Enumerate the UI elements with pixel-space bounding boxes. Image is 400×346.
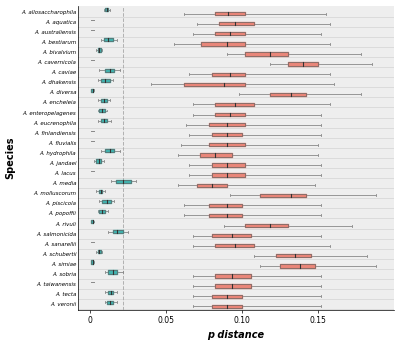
Bar <box>219 22 254 25</box>
Bar <box>212 234 251 237</box>
Bar <box>209 214 242 217</box>
Bar <box>99 109 105 112</box>
Bar <box>212 133 242 136</box>
Bar <box>99 210 105 213</box>
Bar <box>245 224 288 227</box>
Bar <box>212 294 242 298</box>
Bar <box>280 264 315 267</box>
Bar <box>212 163 245 167</box>
Bar <box>215 113 245 116</box>
Bar <box>99 190 102 193</box>
Bar <box>92 220 93 223</box>
Bar <box>105 69 114 72</box>
Bar <box>196 184 227 187</box>
Bar <box>209 143 245 146</box>
Bar <box>100 79 110 82</box>
Bar <box>215 244 254 247</box>
Bar <box>92 260 93 264</box>
Bar <box>270 93 306 96</box>
Bar <box>215 32 245 35</box>
Bar <box>107 301 113 304</box>
Bar <box>96 160 100 163</box>
Bar <box>102 200 111 203</box>
Bar <box>276 254 311 257</box>
Bar <box>215 12 245 15</box>
Bar <box>212 73 245 76</box>
Bar <box>260 194 306 197</box>
Bar <box>113 230 124 233</box>
Bar <box>209 123 245 126</box>
Bar <box>105 149 114 153</box>
Bar <box>288 63 318 66</box>
Bar <box>200 153 232 156</box>
Bar <box>209 204 242 207</box>
Bar <box>184 83 245 86</box>
Bar <box>116 180 131 183</box>
Bar <box>108 291 113 294</box>
Bar <box>215 103 254 106</box>
Bar <box>212 305 242 308</box>
Bar <box>215 284 251 288</box>
Bar <box>201 42 245 46</box>
Bar <box>92 89 93 92</box>
Bar <box>100 99 107 102</box>
Bar <box>245 52 288 56</box>
Bar <box>98 48 100 52</box>
Bar <box>100 119 107 122</box>
Bar <box>98 250 100 253</box>
Bar <box>108 270 117 274</box>
Bar <box>104 38 113 42</box>
X-axis label: p distance: p distance <box>208 330 265 340</box>
Bar <box>215 274 251 277</box>
Bar <box>212 173 245 177</box>
Bar <box>105 8 108 11</box>
Y-axis label: Species: Species <box>6 137 16 179</box>
